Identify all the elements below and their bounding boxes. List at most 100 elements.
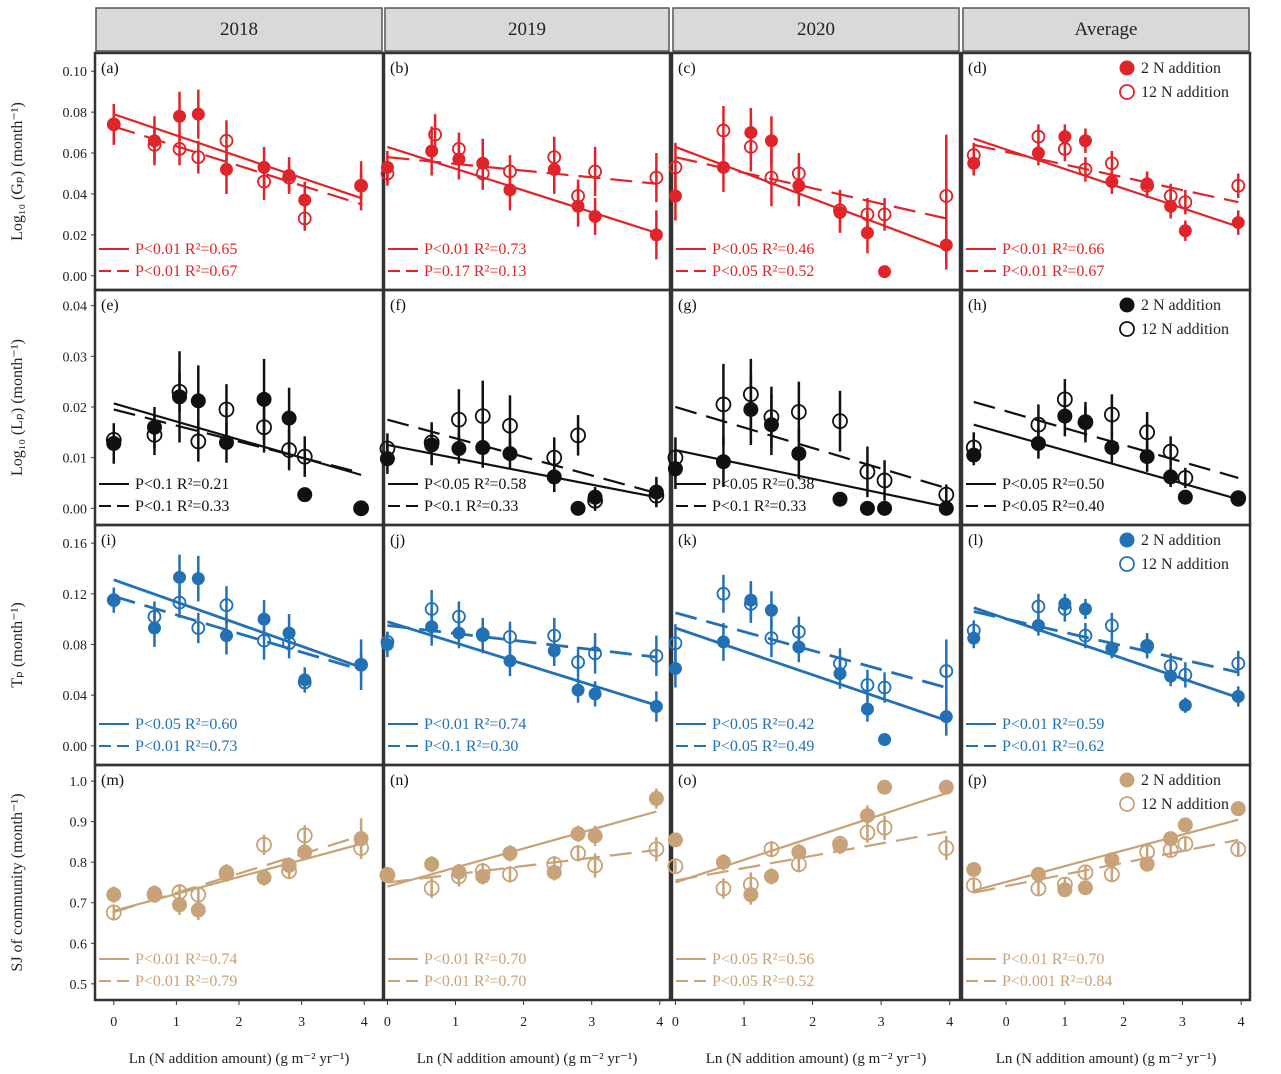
panel-label: (j)	[390, 532, 405, 549]
y-tick-label: 0.08	[63, 106, 88, 121]
legend-label-open: 12 N addition	[1141, 796, 1229, 813]
regression-line	[973, 838, 1239, 894]
data-point-solid	[832, 491, 848, 507]
data-point-open	[1139, 424, 1156, 441]
x-tick-label: 3	[588, 1015, 595, 1030]
series-solid: P<0.05 R²=0.56	[667, 779, 954, 968]
regression-line	[973, 818, 1239, 892]
data-point-solid	[1163, 469, 1179, 485]
series-solid: P<0.01 R²=0.74	[99, 818, 369, 968]
data-point-solid	[716, 635, 730, 649]
data-point-open	[257, 174, 271, 189]
y-axis-label: SJ of community (month⁻¹)	[9, 793, 26, 971]
series-open: P<0.1 R²=0.33	[99, 371, 369, 517]
panel-o: (o) P<0.05 R²=0.56 P<0.05 R²=0.52	[667, 763, 962, 1002]
series-open: P<0.01 R²=0.67	[966, 124, 1246, 280]
x-tick-label: 0	[672, 1015, 679, 1030]
data-point-open	[546, 449, 563, 466]
data-point-open	[379, 867, 396, 884]
x-tick-label: 2	[809, 1015, 816, 1030]
series-solid: P<0.05 R²=0.60	[99, 554, 368, 733]
data-point-open	[503, 629, 517, 644]
data-point-solid	[649, 228, 663, 242]
stat-annotation: P<0.05 R²=0.60	[135, 716, 237, 733]
data-point-open	[1140, 178, 1155, 193]
data-point-solid	[715, 454, 731, 470]
data-point-open	[282, 170, 296, 185]
legend-marker-solid	[1119, 772, 1135, 788]
data-point-solid	[667, 832, 683, 848]
stat-annotation: P<0.01 R²=0.74	[135, 951, 237, 968]
series-open: P<0.05 R²=0.40	[965, 379, 1247, 515]
regression-line	[973, 423, 1239, 501]
panel-label: (e)	[101, 297, 119, 314]
x-tick-label: 1	[1061, 1015, 1068, 1030]
stat-annotation: P<0.01 R²=0.67	[135, 263, 237, 280]
data-point-solid	[1105, 175, 1119, 189]
data-point-open	[475, 627, 490, 642]
data-point-open	[1104, 156, 1119, 171]
series-solid: P<0.05 R²=0.38	[667, 374, 954, 516]
data-point-open	[379, 440, 396, 457]
series-solid: P<0.01 R²=0.73	[380, 126, 663, 260]
regression-line	[973, 610, 1239, 674]
data-point-solid	[424, 856, 440, 872]
data-point-open	[648, 487, 665, 504]
legend-marker-solid	[1119, 60, 1135, 76]
data-point-solid	[191, 572, 205, 586]
data-point-solid	[860, 702, 874, 716]
data-point-solid	[1231, 216, 1245, 230]
data-point-open	[860, 207, 875, 222]
legend-label-open: 12 N addition	[1141, 321, 1229, 338]
data-point-open	[1230, 841, 1247, 858]
series-solid: P<0.01 R²=0.70	[379, 788, 664, 968]
y-axis-row-1: 0.00 0.01 0.02 0.03 0.04 Log₁₀ (Lₚ) (month⁻¹)	[9, 300, 95, 517]
data-point-open	[791, 166, 806, 181]
data-point-open	[1163, 659, 1178, 673]
data-point-open	[1104, 618, 1119, 633]
legend-marker-open	[1119, 556, 1135, 572]
data-point-open	[938, 840, 955, 856]
strip-2018: 2018	[95, 7, 383, 52]
stat-annotation: P<0.01 R²=0.67	[1002, 263, 1104, 280]
y-tick-label: 0.7	[70, 897, 88, 912]
y-axis-label: Tₚ (month⁻¹)	[9, 602, 26, 687]
data-point-open	[256, 836, 272, 853]
data-point-solid	[587, 828, 603, 844]
stat-annotation: P<0.05 R²=0.49	[712, 738, 814, 755]
data-point-open	[587, 492, 603, 509]
panel-i: (i) P<0.05 R²=0.60 P<0.01 R²=0.73	[93, 523, 385, 767]
data-point-open	[105, 432, 122, 448]
series-solid: P<0.01 R²=0.70	[966, 801, 1246, 968]
y-tick-label: 0.00	[63, 740, 88, 755]
y-tick-label: 0.00	[63, 270, 88, 285]
data-point-open	[219, 133, 234, 148]
data-point-open	[833, 656, 847, 671]
data-point-open	[1057, 602, 1072, 616]
data-point-open	[190, 886, 207, 903]
stat-annotation: P<0.05 R²=0.46	[712, 241, 814, 258]
data-point-open	[218, 401, 235, 418]
data-point-open	[588, 164, 602, 179]
data-point-open	[833, 203, 847, 218]
series-solid: P<0.01 R²=0.65	[99, 89, 368, 258]
legend-marker-solid	[1119, 297, 1135, 313]
panel-label: (c)	[678, 60, 696, 77]
stat-annotation: P<0.05 R²=0.40	[1002, 498, 1104, 515]
series-open: P<0.05 R²=0.49	[668, 574, 954, 755]
data-point-solid	[966, 861, 982, 877]
legend-marker-open	[1119, 796, 1135, 812]
panel-label: (k)	[678, 532, 697, 549]
data-point-open	[423, 434, 440, 451]
x-axis-col-2: 0 1 2 3 4 Ln (N addition amount) (g m⁻² yr⁻¹)	[672, 1000, 953, 1067]
data-point-solid	[649, 700, 663, 714]
data-point-open	[146, 426, 163, 443]
x-axis-col-1: 0 1 2 3 4 Ln (N addition amount) (g m⁻² yr⁻¹)	[384, 1000, 663, 1067]
data-point-open	[832, 413, 848, 430]
regression-line	[973, 143, 1239, 204]
data-point-open	[282, 636, 296, 651]
data-point-open	[1178, 195, 1193, 210]
data-point-open	[423, 880, 440, 897]
x-tick-label: 1	[173, 1015, 180, 1030]
